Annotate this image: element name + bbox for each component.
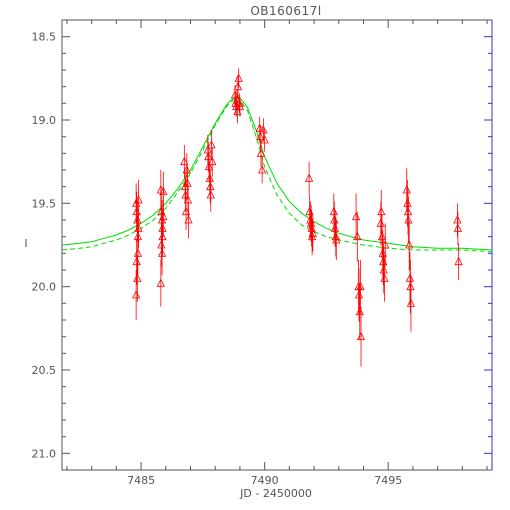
- data-point: [182, 165, 191, 174]
- data-point: [134, 195, 143, 204]
- data-point: [402, 185, 411, 194]
- data-point: [157, 240, 166, 249]
- data-point: [380, 273, 389, 282]
- data-point: [378, 248, 387, 257]
- data-point: [256, 131, 265, 141]
- data-point: [353, 231, 362, 241]
- y-tick-label: 21.0: [32, 447, 57, 460]
- data-point: [304, 173, 314, 182]
- data-point: [132, 256, 141, 266]
- data-point: [351, 211, 361, 221]
- data-point: [376, 218, 385, 227]
- data-point: [329, 206, 338, 216]
- data-point: [134, 223, 143, 232]
- chart-title: OB160617l: [250, 4, 321, 18]
- data-point: [159, 211, 168, 221]
- x-axis-label: JD - 2450000: [239, 487, 312, 500]
- plot-frame: [61, 19, 493, 471]
- data-point: [403, 206, 413, 216]
- model-curve-dashed: [61, 95, 493, 253]
- data-point: [184, 215, 193, 224]
- data-point: [204, 161, 214, 171]
- x-tick-label: 7490: [251, 474, 279, 487]
- data-point: [355, 306, 364, 316]
- model-curve-solid: [61, 94, 493, 251]
- data-point: [258, 165, 267, 174]
- data-point: [180, 156, 189, 166]
- data-point: [158, 231, 167, 241]
- data-point: [379, 265, 388, 274]
- model-curves: [61, 94, 493, 253]
- data-point: [235, 101, 245, 111]
- data-point: [156, 278, 165, 287]
- data-point: [234, 73, 243, 82]
- x-tick-label: 7495: [374, 474, 402, 487]
- y-tick-label: 19.5: [32, 197, 57, 210]
- data-point: [233, 81, 243, 91]
- data-point: [205, 173, 214, 182]
- data-point: [255, 123, 264, 132]
- data-point: [377, 206, 386, 216]
- data-point: [133, 215, 142, 224]
- data-points: [131, 68, 463, 367]
- data-point: [356, 281, 365, 291]
- data-point: [235, 98, 244, 107]
- data-point: [403, 198, 412, 207]
- data-point: [206, 190, 215, 199]
- data-point: [183, 178, 192, 187]
- data-point: [406, 298, 416, 307]
- data-point: [406, 281, 415, 291]
- data-point: [330, 223, 340, 232]
- x-tick-label: 7485: [127, 474, 155, 487]
- data-point: [356, 331, 366, 341]
- data-point: [454, 256, 463, 266]
- data-point: [133, 248, 143, 257]
- data-point: [207, 140, 216, 149]
- data-point: [256, 148, 266, 157]
- y-tick-label: 20.0: [32, 281, 57, 294]
- data-point: [331, 231, 340, 241]
- data-point: [206, 181, 215, 191]
- data-point: [404, 215, 413, 224]
- data-point: [208, 156, 217, 166]
- y-axis-label: I: [24, 237, 27, 250]
- data-point: [377, 231, 387, 241]
- data-point: [133, 273, 142, 282]
- data-point: [204, 151, 213, 161]
- data-point: [131, 290, 141, 299]
- data-point: [453, 223, 463, 232]
- data-point: [259, 125, 268, 134]
- data-point: [183, 195, 193, 204]
- y-tick-label: 19.0: [32, 114, 57, 127]
- axis-ticks: 7485 7490 7495 18.5 19.0 19.5 20.0 20.5 21.0: [32, 20, 492, 487]
- y-tick-label: 18.5: [32, 31, 57, 44]
- y-tick-label: 20.5: [32, 364, 57, 377]
- data-point: [232, 95, 242, 104]
- data-point: [260, 135, 269, 144]
- data-point: [159, 186, 168, 196]
- data-point: [381, 240, 390, 249]
- data-point: [405, 273, 415, 282]
- data-point: [157, 248, 167, 257]
- data-point: [405, 240, 414, 249]
- data-point: [453, 215, 462, 224]
- data-point: [308, 228, 317, 237]
- data-point: [332, 235, 341, 244]
